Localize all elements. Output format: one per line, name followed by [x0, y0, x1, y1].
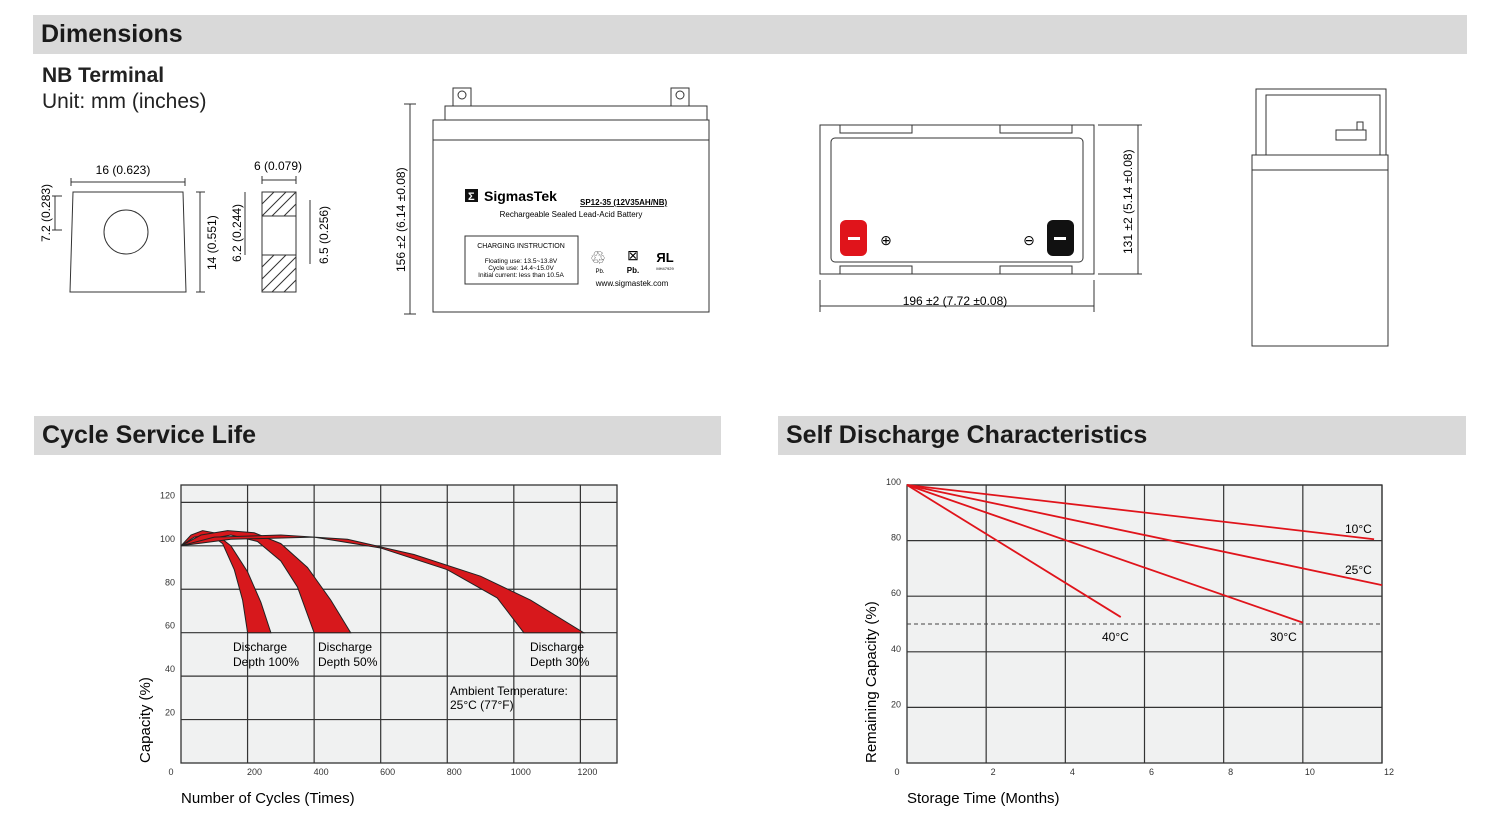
- x-tick-label: 0: [168, 767, 173, 777]
- terminal-height-right: 14 (0.551): [205, 215, 219, 270]
- y-tick-label: 20: [165, 708, 175, 718]
- terminal-side-h2: 6.5 (0.256): [317, 206, 331, 264]
- dimension-drawings: 16 (0.623) 7.2 (0.283) 14 (0.551) 6 (0.0…: [39, 87, 1389, 347]
- x-tick-label: 600: [380, 767, 395, 777]
- terminal-side-drawing: [244, 176, 311, 293]
- battery-side-drawing: [1251, 88, 1389, 347]
- y-tick-label: 80: [165, 577, 175, 587]
- pb-label: Pb.: [627, 266, 639, 275]
- dimensions-header: Dimensions: [33, 15, 1467, 54]
- x-tick-label: 800: [447, 767, 462, 777]
- x-tick-label: 4: [1070, 767, 1075, 777]
- series-line: [906, 484, 1122, 618]
- charging-line: Cycle use: 14.4~15.0V: [488, 265, 554, 272]
- positive-symbol-icon: ⊕: [880, 232, 892, 248]
- ul-code: MH47929: [656, 266, 674, 271]
- crossed-bin-icon: ⊠: [627, 247, 639, 263]
- discharge-band: [180, 534, 586, 634]
- battery-top-drawing: [819, 124, 1142, 312]
- y-axis-label: Remaining Capacity (%): [863, 601, 880, 763]
- terminal-type: NB Terminal: [42, 64, 165, 87]
- pb-label: Pb.: [595, 269, 604, 275]
- series-line: [906, 484, 1383, 586]
- brand-logo-icon: [465, 189, 478, 202]
- annotation: Ambient Temperature:: [450, 684, 568, 698]
- y-tick-label: 60: [165, 621, 175, 631]
- terminal-side-h1: 6.2 (0.244): [230, 204, 244, 262]
- series-label: Depth 100%: [233, 655, 299, 669]
- negative-symbol-icon: ⊖: [1023, 232, 1035, 248]
- recycle-icon: ♲: [590, 248, 606, 268]
- x-axis-label: Storage Time (Months): [907, 790, 1060, 807]
- self-discharge-header: Self Discharge Characteristics: [778, 416, 1466, 455]
- y-tick-label: 100: [160, 534, 175, 544]
- x-tick-label: 8: [1228, 767, 1233, 777]
- cycle-service-life-header: Cycle Service Life: [34, 416, 721, 455]
- self-discharge-chart: 0 2 4 6 8 10 12 20 40 60 80 100 Storage Time (Months…: [863, 477, 1394, 807]
- x-tick-label: 200: [247, 767, 262, 777]
- x-tick-label: 0: [894, 767, 899, 777]
- x-axis-label: Number of Cycles (Times): [181, 790, 355, 807]
- series-line: [906, 484, 1304, 624]
- svg-text:Σ: Σ: [468, 191, 475, 203]
- series-label: Depth 50%: [318, 655, 378, 669]
- model-number: SP12-35 (12V35AH/NB): [580, 198, 667, 207]
- x-tick-label: 1200: [577, 767, 597, 777]
- series-label: Discharge: [530, 640, 584, 654]
- series-line: [906, 484, 1375, 541]
- terminal-side-width: 6 (0.079): [254, 159, 302, 173]
- x-tick-label: 10: [1305, 767, 1315, 777]
- cycle-life-chart: 0 200 400 600 800 1000 1200 20 40 60 80 100 120 Numbe…: [137, 484, 618, 807]
- x-tick-label: 2: [991, 767, 996, 777]
- y-tick-label: 120: [160, 490, 175, 500]
- series-label: Discharge: [233, 640, 287, 654]
- series-label: Depth 30%: [530, 655, 590, 669]
- y-tick-label: 60: [891, 588, 901, 598]
- terminal-front-drawing: [52, 178, 205, 293]
- series-label: 30°C: [1270, 630, 1297, 644]
- website: www.sigmastek.com: [595, 279, 669, 288]
- y-tick-label: 20: [891, 699, 901, 709]
- top-width: 131 ±2 (5.14 ±0.08): [1121, 149, 1135, 254]
- charging-line: Floating use: 13.5~13.8V: [485, 258, 558, 265]
- unit-label: Unit: mm (inches): [42, 90, 207, 113]
- y-tick-label: 40: [891, 644, 901, 654]
- series-label: Discharge: [318, 640, 372, 654]
- x-tick-label: 400: [314, 767, 329, 777]
- series-label: 10°C: [1345, 522, 1372, 536]
- annotation: 25°C (77°F): [450, 698, 514, 712]
- y-tick-label: 80: [891, 533, 901, 543]
- charging-title: CHARGING INSTRUCTION: [477, 243, 565, 250]
- terminal-width: 16 (0.623): [96, 163, 151, 177]
- battery-front-drawing: [404, 87, 710, 315]
- terminal-height-left: 7.2 (0.283): [39, 184, 53, 242]
- x-tick-label: 12: [1384, 767, 1394, 777]
- x-tick-label: 1000: [511, 767, 531, 777]
- top-length: 196 ±2 (7.72 ±0.08): [903, 294, 1008, 308]
- series-label: 40°C: [1102, 630, 1129, 644]
- battery-description: Rechargeable Sealed Lead-Acid Battery: [500, 210, 643, 219]
- series-label: 25°C: [1345, 563, 1372, 577]
- y-axis-label: Capacity (%): [137, 677, 154, 763]
- ul-mark-icon: ЯL: [656, 250, 673, 265]
- charging-line: Initial current: less than 10.5A: [478, 272, 564, 279]
- x-tick-label: 6: [1149, 767, 1154, 777]
- front-height: 156 ±2 (6.14 ±0.08): [394, 167, 408, 272]
- y-tick-label: 100: [886, 477, 901, 487]
- y-tick-label: 40: [165, 664, 175, 674]
- brand-name: SigmasTek: [484, 188, 557, 204]
